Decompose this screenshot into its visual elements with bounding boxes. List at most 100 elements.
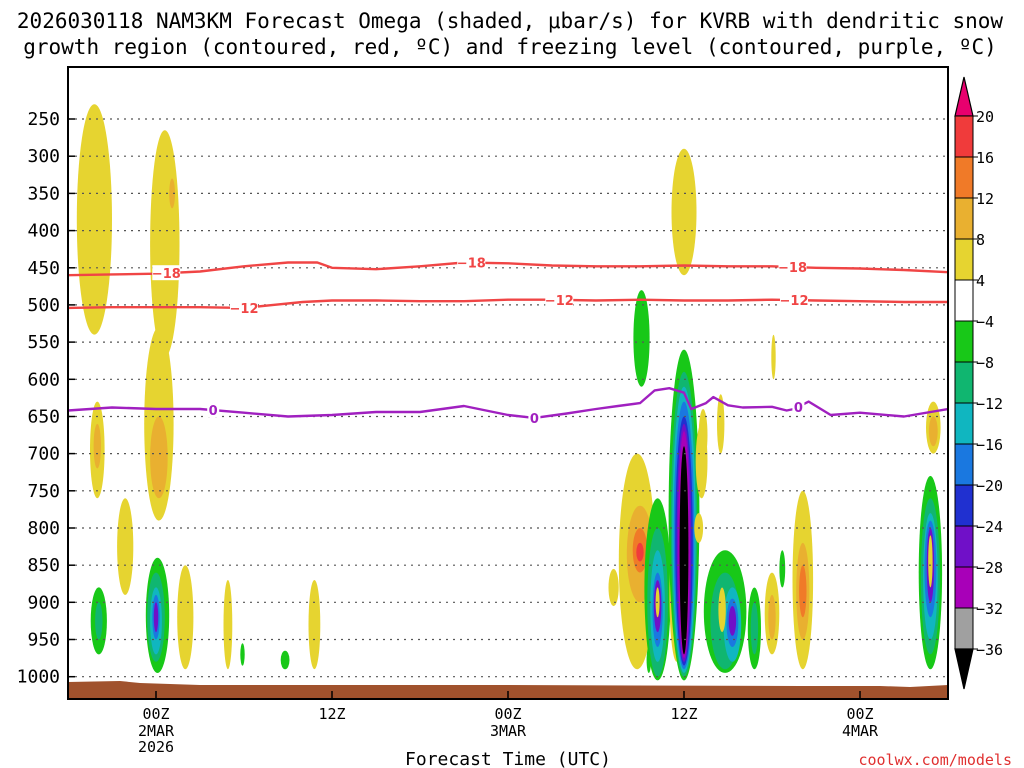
x-tick-label: 12Z [670, 705, 697, 723]
colorbar-label: −24 [976, 518, 1003, 536]
x-tick-label: 00Z [846, 705, 873, 723]
contour-label-bg [207, 402, 220, 418]
omega-region-56 [779, 550, 786, 588]
colorbar-band-7 [954, 361, 974, 404]
x-tick-label: 12Z [318, 705, 345, 723]
omega-region-17 [240, 643, 245, 666]
contour-label: 0 [794, 401, 803, 416]
omega-shading-layer [76, 104, 943, 681]
omega-region-55 [768, 594, 776, 640]
colorbar-label: −8 [976, 354, 994, 372]
omega-region-16 [223, 580, 233, 670]
omega-region-5 [117, 498, 134, 595]
contour-label-bg [780, 292, 808, 308]
contour-label: −18 [457, 257, 486, 272]
x-tick-date: 2MAR [138, 722, 175, 740]
omega-region-14 [169, 178, 176, 209]
omega-region-64 [928, 416, 938, 447]
colorbar-band-10 [954, 484, 974, 527]
contour-label-bg [457, 254, 486, 270]
colorbar-label: −20 [976, 477, 1003, 495]
contour-label-bg [152, 265, 181, 281]
y-tick-label: 800 [27, 518, 60, 539]
y-tick-label: 700 [27, 444, 60, 465]
contour-label-bg [778, 259, 807, 274]
colorbar-label: 20 [976, 108, 994, 126]
colorbar-band-1 [954, 115, 974, 158]
omega-region-2 [93, 423, 102, 469]
omega-region-60 [698, 409, 708, 461]
contour-label-bg [792, 398, 805, 414]
colorbar-band-5 [954, 279, 974, 322]
y-axis: 250 300 350 400 450 500 550 600 650 700 750 800 850 9… [17, 109, 75, 688]
colorbar-label: 12 [976, 190, 994, 208]
y-tick-label: 550 [27, 332, 60, 353]
site-credit[interactable]: coolwx.com/models [858, 751, 1012, 768]
chart-title-line-1: 2026030118 NAM3KM Forecast Omega (shaded… [17, 9, 1004, 33]
contour-label: −12 [780, 294, 809, 309]
omega-region-18 [280, 650, 290, 670]
omega-region-15 [177, 565, 194, 670]
x-tick-label: 00Z [142, 705, 169, 723]
colorbar-band-2 [954, 156, 974, 199]
omega-region-0 [76, 104, 112, 335]
contour-label-bg [545, 291, 574, 307]
omega-region-50 [718, 587, 726, 633]
chart-title-line-2: growth region (contoured, red, ºC) and f… [23, 35, 997, 59]
y-tick-label: 750 [27, 481, 60, 502]
colorbar-label: −4 [976, 313, 994, 331]
colorbar-band-6 [954, 320, 974, 363]
omega-region-20 [608, 568, 619, 607]
omega-region-19 [308, 580, 321, 670]
contour-label: −18 [778, 261, 807, 276]
contour-label: −12 [545, 294, 574, 309]
omega-region-43 [679, 446, 689, 655]
omega-region-25 [636, 542, 644, 562]
y-tick-label: 350 [27, 183, 60, 204]
y-tick-label: 1000 [17, 667, 60, 688]
omega-region-6 [150, 130, 180, 357]
y-tick-label: 900 [27, 592, 60, 613]
x-axis-label: Forecast Time (UTC) [405, 749, 611, 768]
colorbar-band-8 [954, 402, 974, 445]
colorbar-band-4 [954, 238, 974, 281]
omega-region-4 [95, 602, 103, 640]
colorbar-band-3 [954, 197, 974, 240]
colorbar-label: 4 [976, 272, 985, 290]
colorbar-label: −12 [976, 395, 1003, 413]
contour-label-bg [230, 299, 258, 315]
omega-region-13 [153, 602, 159, 633]
colorbar-label: −16 [976, 436, 1003, 454]
contour-label: 0 [209, 404, 218, 419]
y-tick-label: 600 [27, 369, 60, 390]
omega-region-59 [799, 565, 807, 618]
colorbar-label: 8 [976, 231, 985, 249]
ground-terrain [68, 681, 948, 699]
y-tick-label: 850 [27, 555, 60, 576]
x-tick-date: 3MAR [490, 722, 527, 740]
y-tick-label: 450 [27, 258, 60, 279]
temperature-contours: −18 −18 −18 −12 −12 −12 0 0 0 [68, 254, 948, 427]
y-tick-label: 650 [27, 407, 60, 428]
x-tick-year: 2026 [138, 738, 174, 756]
colorbar-band-12 [954, 566, 974, 609]
x-tick-date: 4MAR [842, 722, 879, 740]
colorbar-label: −32 [976, 600, 1003, 618]
omega-region-53 [750, 602, 759, 655]
colorbar-band-13 [954, 607, 974, 650]
omega-region-21 [633, 290, 650, 387]
y-tick-label: 400 [27, 221, 60, 242]
colorbar-legend: 20 16 12 8 4 −4 −8 −12 −16 −20 −24 −28 −32 −36 [954, 76, 1003, 690]
y-tick-label: 250 [27, 109, 60, 130]
colorbar-label: 16 [976, 149, 994, 167]
omega-region-70 [928, 535, 933, 588]
contour-label-bg [528, 409, 541, 425]
omega-region-49 [728, 606, 737, 636]
colorbar-label: −36 [976, 641, 1003, 659]
colorbar-bottom-arrow [954, 648, 974, 690]
x-tick-label: 00Z [494, 705, 521, 723]
contour-label: −12 [230, 302, 259, 317]
contour-label: 0 [530, 412, 539, 427]
